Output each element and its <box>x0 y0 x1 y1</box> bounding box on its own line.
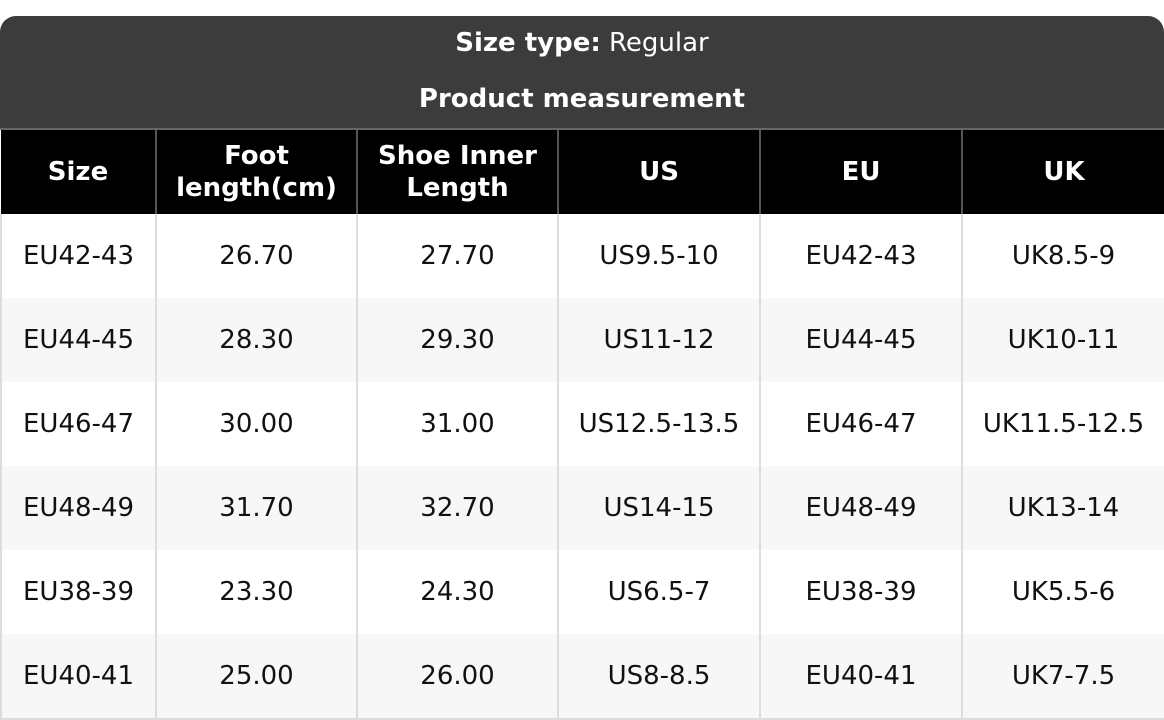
table-cell: EU48-49 <box>759 466 962 550</box>
table-cell: UK11.5-12.5 <box>961 382 1164 466</box>
table-cell: EU46-47 <box>0 382 156 466</box>
table-cell: 23.30 <box>155 550 357 634</box>
chart-subtitle: Product measurement <box>418 84 746 114</box>
table-cell: US12.5-13.5 <box>557 382 760 466</box>
table-cell: UK8.5-9 <box>961 214 1164 298</box>
column-header: EU <box>759 130 962 214</box>
table-row: EU46-47 30.00 31.00 US12.5-13.5 EU46-47 UK11.… <box>0 382 1164 466</box>
table-cell: US14-15 <box>557 466 760 550</box>
table-cell: UK5.5-6 <box>961 550 1164 634</box>
column-header: Size <box>1 130 156 214</box>
table-cell: 28.30 <box>155 298 357 382</box>
table-cell: 27.70 <box>356 214 558 298</box>
table-cell: EU48-49 <box>0 466 156 550</box>
table-cell: UK7-7.5 <box>961 634 1164 720</box>
table-row: EU44-45 28.30 29.30 US11-12 EU44-45 UK10-11 <box>0 298 1164 382</box>
table-cell: UK10-11 <box>961 298 1164 382</box>
column-header: UK <box>961 130 1164 214</box>
table-cell: 24.30 <box>356 550 558 634</box>
column-header: Shoe Inner Length <box>356 130 558 214</box>
table-cell: 26.00 <box>356 634 558 720</box>
chart-header: Size type: Regular Product measurement <box>0 16 1164 130</box>
table-cell: EU38-39 <box>759 550 962 634</box>
table-cell: 26.70 <box>155 214 357 298</box>
column-header: US <box>557 130 760 214</box>
table-cell: 32.70 <box>356 466 558 550</box>
table-header-row: Size Foot length(cm) Shoe Inner Length US EU… <box>1 130 1164 214</box>
table-row: EU42-43 26.70 27.70 US9.5-10 EU42-43 UK8.5-9 <box>0 214 1164 298</box>
table-cell: EU42-43 <box>759 214 962 298</box>
column-header: Foot length(cm) <box>155 130 357 214</box>
table-cell: EU40-41 <box>0 634 156 720</box>
table-cell: EU44-45 <box>0 298 156 382</box>
size-type: Size type: Regular <box>0 16 1164 57</box>
table-cell: US8-8.5 <box>557 634 760 720</box>
table-cell: EU42-43 <box>0 214 156 298</box>
table-row: EU48-49 31.70 32.70 US14-15 EU48-49 UK13-14 <box>0 466 1164 550</box>
size-type-label: Size type: <box>455 28 601 58</box>
table-cell: EU40-41 <box>759 634 962 720</box>
table-row: EU38-39 23.30 24.30 US6.5-7 EU38-39 UK5.5-6 <box>0 550 1164 634</box>
table-cell: 25.00 <box>155 634 357 720</box>
size-chart: Size type: Regular Product measurement S… <box>0 16 1164 720</box>
size-table: Size Foot length(cm) Shoe Inner Length US EU… <box>0 130 1164 720</box>
table-cell: 29.30 <box>356 298 558 382</box>
table-cell: 30.00 <box>155 382 357 466</box>
table-cell: US9.5-10 <box>557 214 760 298</box>
table-cell: US6.5-7 <box>557 550 760 634</box>
table-cell: EU38-39 <box>0 550 156 634</box>
table-row: EU40-41 25.00 26.00 US8-8.5 EU40-41 UK7-7.5 <box>0 634 1164 720</box>
table-cell: EU44-45 <box>759 298 962 382</box>
table-cell: 31.70 <box>155 466 357 550</box>
table-cell: US11-12 <box>557 298 760 382</box>
size-type-value: Regular <box>609 28 709 58</box>
table-cell: EU46-47 <box>759 382 962 466</box>
table-cell: 31.00 <box>356 382 558 466</box>
table-cell: UK13-14 <box>961 466 1164 550</box>
